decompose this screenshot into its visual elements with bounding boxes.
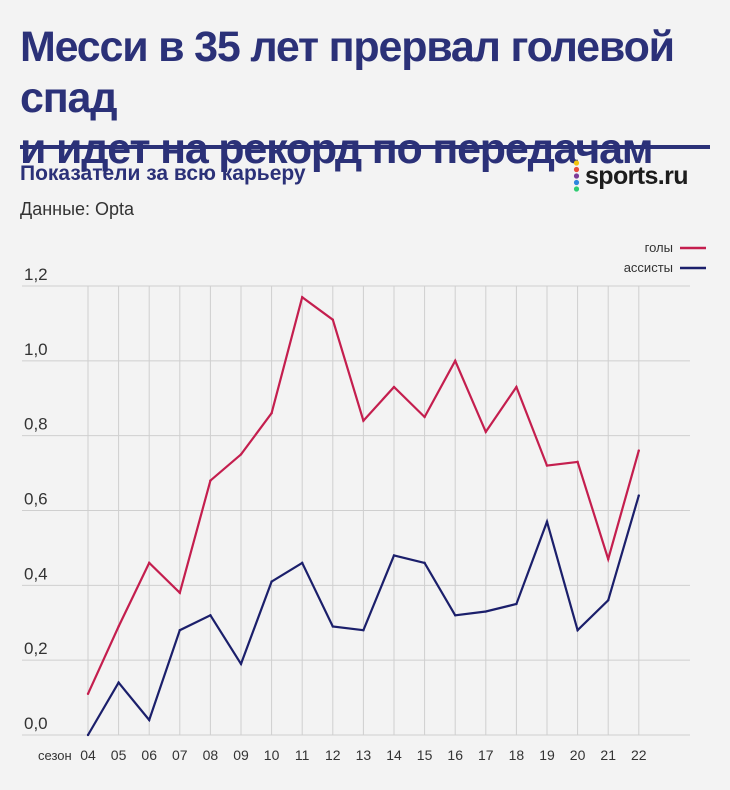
data-point-0-21 (607, 557, 610, 561)
y-axis-ticks: 0,0 0,2 0,4 0,6 0,8 1,0 1,2 (24, 265, 48, 733)
y-tick-label: 0,4 (24, 564, 48, 583)
x-tick-label: 22 (631, 747, 647, 763)
x-tick-label: 06 (141, 747, 157, 763)
data-point-0-12 (331, 318, 334, 321)
title-line-1: Месси в 35 лет прервал голевой спад (20, 23, 675, 122)
data-point-1-13 (362, 629, 365, 632)
data-point-1-05 (117, 681, 120, 684)
data-point-0-15 (423, 415, 426, 419)
data-point-0-06 (148, 561, 151, 565)
chart-title: Месси в 35 лет прервал голевой спад и ид… (20, 22, 720, 175)
data-point-0-20 (576, 460, 579, 464)
data-point-0-19 (545, 464, 549, 467)
data-source: Данные: Opta (20, 199, 135, 219)
x-tick-label: 14 (386, 747, 402, 763)
data-point-1-20 (576, 629, 579, 632)
x-tick-label: 07 (172, 747, 188, 763)
data-point-0-09 (239, 453, 243, 456)
x-axis-ticks: 04 05 06 07 08 09 10 11 12 13 14 15 16 17 18 19 20 21 22 (80, 747, 647, 763)
data-point-1-15 (423, 561, 426, 565)
data-point-0-17 (484, 430, 487, 434)
data-point-1-07 (178, 629, 181, 632)
x-tick-label: 17 (478, 747, 494, 763)
data-point-0-13 (362, 419, 365, 422)
data-point-1-22 (637, 494, 640, 497)
data-point-1-18 (515, 602, 518, 606)
data-point-0-07 (178, 591, 181, 595)
y-tick-label: 0,8 (24, 415, 48, 434)
data-point-0-11 (301, 296, 304, 299)
x-tick-label: 10 (264, 747, 280, 763)
y-tick-label: 1,0 (24, 340, 48, 359)
data-point-1-19 (545, 520, 549, 523)
x-tick-label: 16 (447, 747, 463, 763)
data-point-1-09 (239, 662, 243, 666)
legend-label-1: ассисты (624, 260, 673, 275)
data-point-1-11 (301, 561, 304, 565)
data-point-0-16 (454, 359, 457, 363)
data-point-1-14 (392, 554, 396, 557)
chart-series (86, 295, 640, 737)
chart-grid (22, 285, 690, 736)
x-tick-label: 20 (570, 747, 586, 763)
x-tick-label: 09 (233, 747, 249, 763)
data-point-1-16 (454, 614, 457, 617)
data-point-1-21 (607, 599, 610, 602)
x-tick-label: 08 (203, 747, 219, 763)
data-point-0-14 (392, 385, 396, 389)
chart-legend: голы ассисты (624, 240, 706, 275)
x-tick-label: 19 (539, 747, 555, 763)
data-point-0-22 (637, 449, 640, 452)
data-point-0-05 (117, 625, 120, 628)
data-point-1-10 (270, 580, 273, 583)
x-tick-label: 11 (295, 747, 310, 763)
data-point-1-17 (484, 610, 487, 613)
legend-label-0: голы (645, 240, 673, 255)
x-tick-label: 12 (325, 747, 341, 763)
title-line-2: и идет на рекорд по передачам (20, 125, 654, 173)
data-point-1-06 (148, 718, 151, 722)
x-tick-label: 18 (509, 747, 525, 763)
line-chart: 0,0 0,2 0,4 0,6 0,8 1,0 1,2 04 05 06 07 08 09 10 11 12… (22, 240, 706, 763)
data-point-0-10 (270, 412, 273, 415)
title-divider (20, 145, 710, 149)
logo-text: sports.ru (585, 161, 689, 190)
y-tick-label: 0,2 (24, 639, 48, 658)
data-point-0-04 (86, 692, 90, 696)
x-tick-label: 15 (417, 747, 433, 763)
x-tick-label: 05 (111, 747, 127, 763)
y-tick-label: 0,6 (24, 490, 48, 509)
x-tick-label: 04 (80, 747, 96, 763)
y-tick-label: 1,2 (24, 265, 48, 284)
x-tick-label: 21 (600, 747, 616, 763)
x-tick-label: 13 (356, 747, 372, 763)
data-point-0-08 (209, 479, 212, 482)
x-axis-label: сезон (38, 748, 72, 763)
data-point-0-18 (515, 385, 518, 389)
chart-subtitle: Показатели за всю карьеру (20, 162, 306, 185)
sports-ru-logo: sports.ru (572, 158, 689, 194)
logo-dots-icon (573, 160, 580, 192)
y-tick-label: 0,0 (24, 714, 48, 733)
data-point-1-08 (209, 614, 212, 617)
data-point-1-04 (86, 733, 90, 737)
data-point-1-12 (331, 625, 334, 628)
